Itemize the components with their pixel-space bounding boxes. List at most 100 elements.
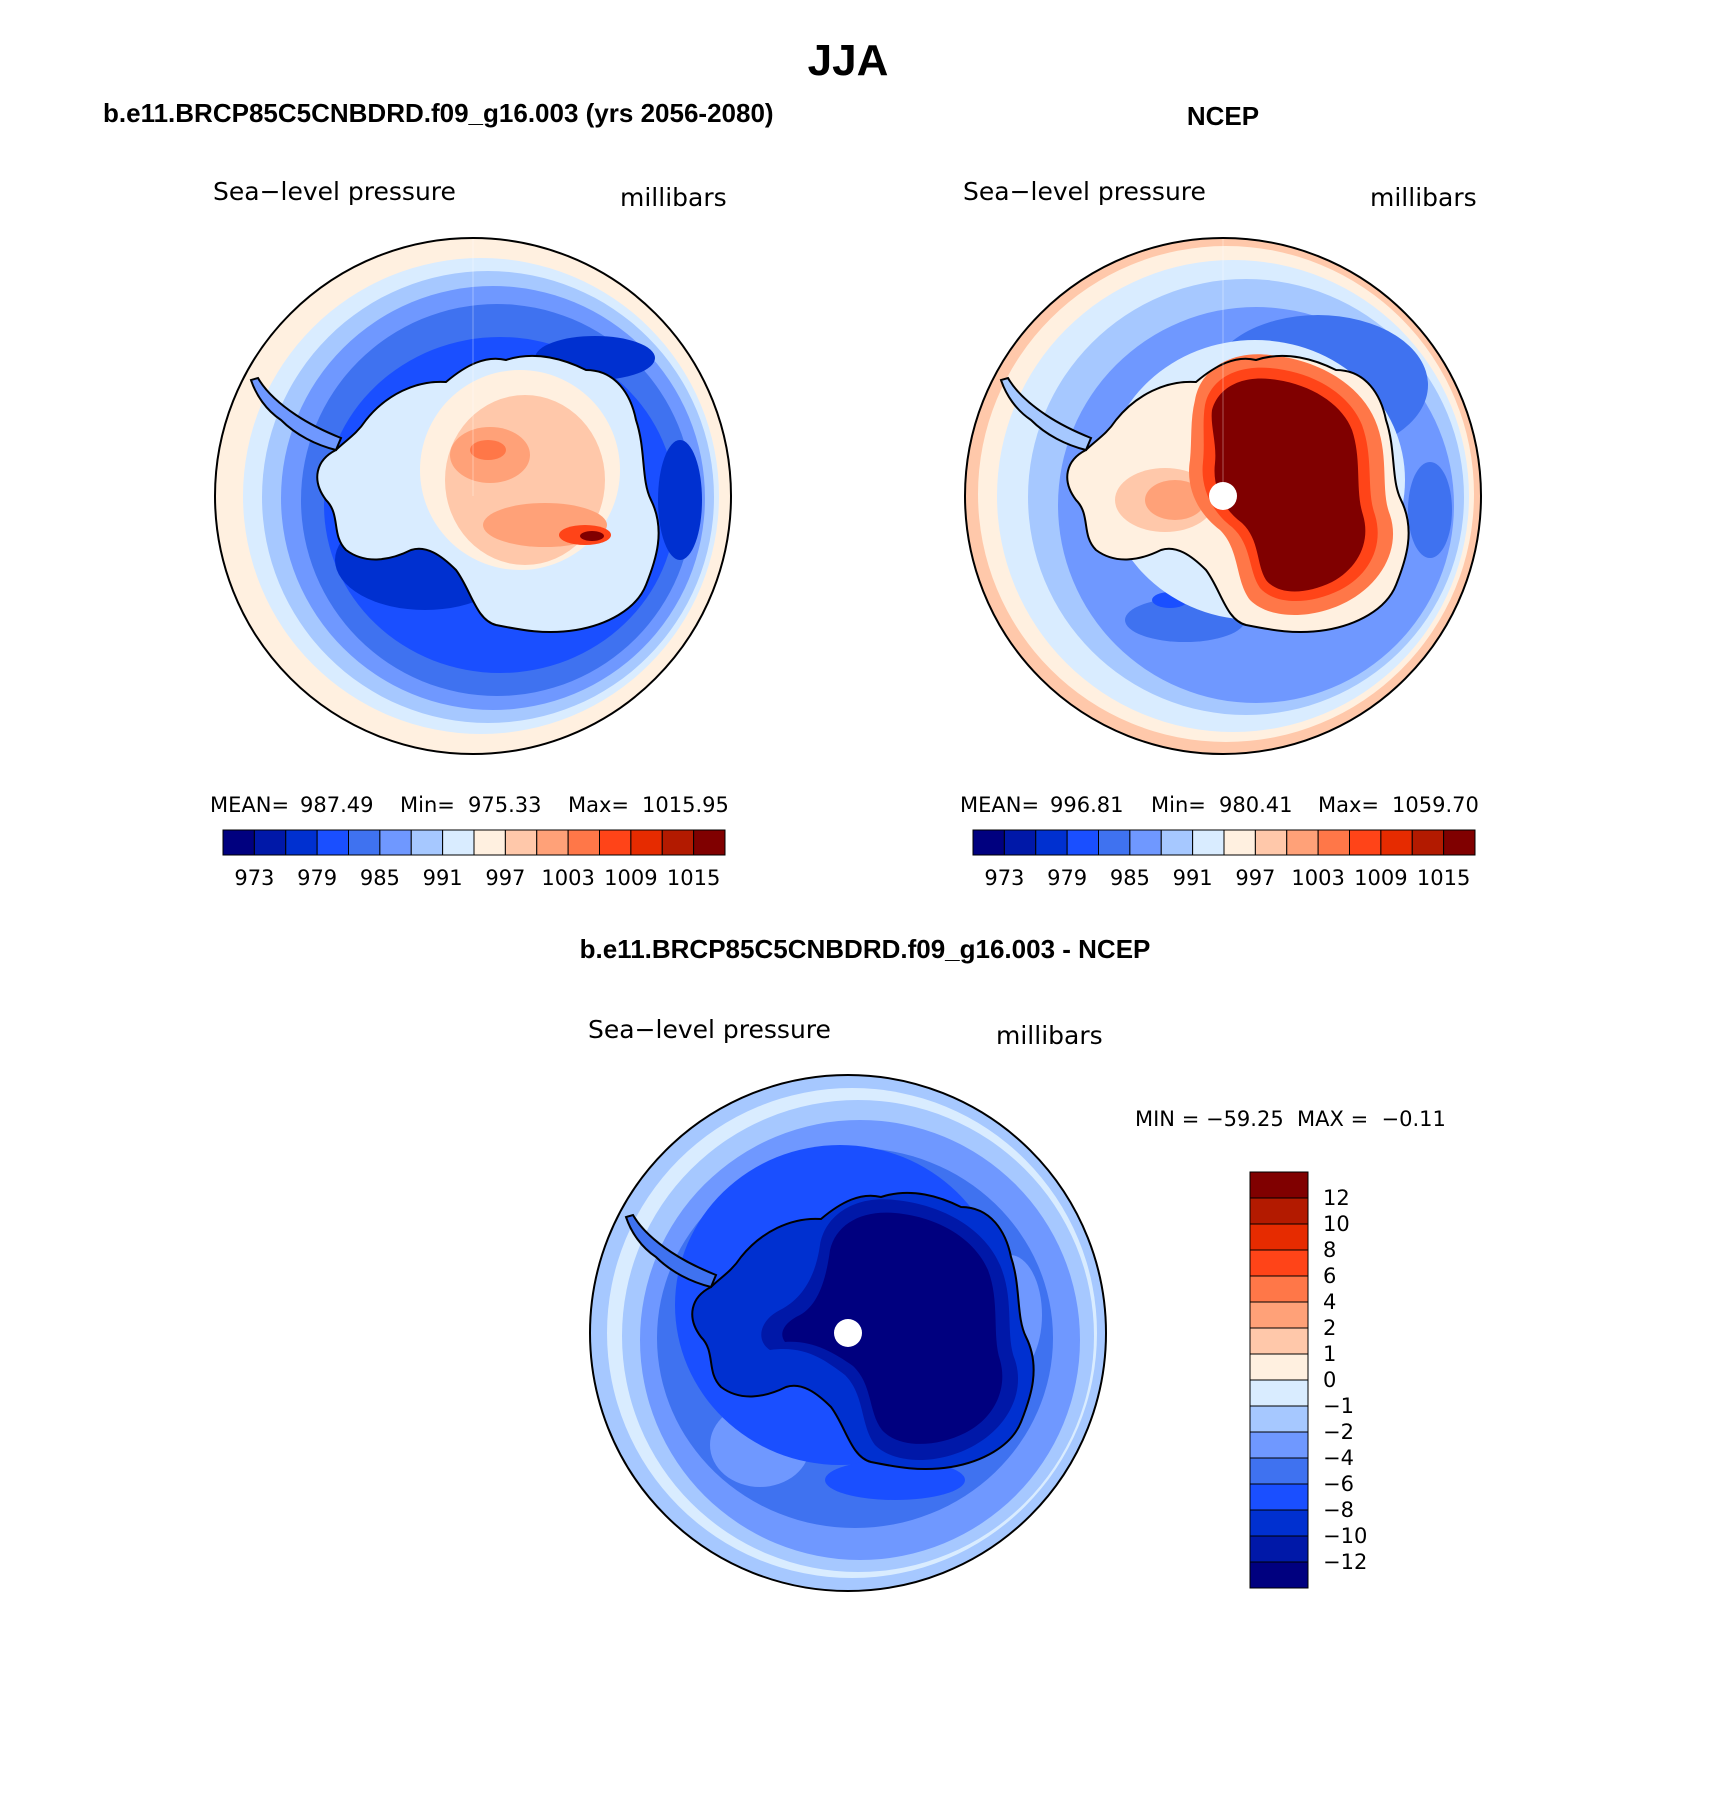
min-label-ncep: Min= [1151, 793, 1206, 817]
colorbar-swatch [661, 829, 695, 856]
colorbar-tick-label: 10 [1323, 1212, 1350, 1236]
colorbar-swatch [1249, 1223, 1309, 1251]
colorbar-swatch [599, 829, 632, 856]
min-label-model: Min= [400, 793, 455, 817]
colorbar-swatch [473, 829, 506, 856]
colorbar-swatch [1249, 1431, 1309, 1459]
mean-value-ncep: 996.81 [1050, 793, 1123, 817]
map-title-model: b.e11.BRCP85C5CNBDRD.f09_g16.003 (yrs 20… [103, 98, 774, 128]
max-value-model: 1015.95 [642, 793, 729, 817]
colorbar-tick-label: 0 [1323, 1368, 1336, 1392]
colorbar-swatch [1249, 1327, 1309, 1355]
colorbar-swatch [1249, 1483, 1309, 1511]
colorbar-tick-label: 985 [1110, 866, 1150, 890]
map-title-ncep: NCEP [1187, 101, 1259, 131]
colorbar-swatch [1249, 1275, 1309, 1303]
colorbar-swatch [1443, 829, 1476, 856]
colorbar-swatch [630, 829, 663, 856]
colorbar-swatch [536, 829, 569, 856]
colorbar-swatch [1249, 1379, 1309, 1407]
map-border-model [214, 237, 732, 755]
left-label-diff: Sea−level pressure [588, 1015, 831, 1044]
colorbar-swatch [1411, 829, 1445, 856]
min-value-ncep: 980.41 [1219, 793, 1292, 817]
colorbar-swatch [1192, 829, 1225, 856]
colorbar-tick-label: −6 [1323, 1472, 1354, 1496]
colorbar-swatch [1249, 1249, 1309, 1277]
colorbar-tick-label: 979 [1047, 866, 1087, 890]
colorbar-tick-label: 973 [234, 866, 274, 890]
colorbar-swatch [1098, 829, 1131, 856]
max-label-model: Max= [568, 793, 629, 817]
colorbar-model: 973 979 985 991 997 1003 1009 1015 [222, 829, 726, 890]
pole-dot-diff [834, 1319, 862, 1347]
colorbar-tick-label: 997 [485, 866, 525, 890]
right-label-diff: millibars [996, 1021, 1103, 1050]
left-label-model: Sea−level pressure [213, 177, 456, 206]
colorbar-swatch [1286, 829, 1319, 856]
mean-value-model: 987.49 [300, 793, 373, 817]
colorbar-tick-label: −2 [1323, 1420, 1354, 1444]
colorbar-swatch [972, 829, 1005, 856]
colorbar-swatch [442, 829, 475, 856]
colorbar-swatch [1249, 1301, 1309, 1329]
stats-model: MEAN= 987.49 Min= 975.33 Max= 1015.95 [210, 793, 729, 817]
colorbar-tick-label: 6 [1323, 1264, 1336, 1288]
colorbar-tick-label: −4 [1323, 1446, 1354, 1470]
map-title-diff: b.e11.BRCP85C5CNBDRD.f09_g16.003 - NCEP [580, 934, 1151, 964]
colorbar-swatch [1160, 829, 1194, 856]
colorbar-swatch [316, 829, 349, 856]
colorbar-tick-label: 973 [984, 866, 1024, 890]
colorbar-tick-label: 1003 [541, 866, 594, 890]
stats-ncep: MEAN= 996.81 Min= 980.41 Max= 1059.70 [960, 793, 1479, 817]
colorbar-tick-label: −10 [1323, 1524, 1367, 1548]
map-panel-ncep: NCEP Sea−level pressure millibars [960, 101, 1482, 890]
colorbar-swatch [222, 829, 255, 856]
colorbar-tick-label: −8 [1323, 1498, 1354, 1522]
polar-map-model [215, 238, 731, 754]
colorbar-tick-label: −1 [1323, 1394, 1354, 1418]
colorbar-swatch [1066, 829, 1099, 856]
colorbar-swatch [253, 829, 287, 856]
mean-label-ncep: MEAN= [960, 793, 1039, 817]
map-panel-diff: b.e11.BRCP85C5CNBDRD.f09_g16.003 - NCEP … [580, 934, 1446, 1592]
figure-title: JJA [808, 36, 889, 85]
colorbar-swatch [567, 829, 600, 856]
map-border-ncep [964, 237, 1482, 755]
colorbar-swatch [285, 829, 318, 856]
colorbar-swatch [1035, 829, 1068, 856]
range-text-diff: MIN = −59.25 MAX = −0.11 [1135, 1107, 1446, 1131]
colorbar-tick-label: 997 [1235, 866, 1275, 890]
colorbar-swatch [693, 829, 726, 856]
right-label-model: millibars [620, 183, 727, 212]
pole-dot-ncep [1209, 482, 1237, 510]
colorbar-tick-label: 8 [1323, 1238, 1336, 1262]
colorbar-tick-label: 979 [297, 866, 337, 890]
colorbar-swatch [1249, 1353, 1309, 1381]
colorbar-tick-label: 2 [1323, 1316, 1336, 1340]
colorbar-tick-label: 12 [1323, 1186, 1350, 1210]
colorbar-swatch [1249, 1171, 1309, 1199]
colorbar-swatch [1223, 829, 1256, 856]
colorbar-swatch [1249, 1457, 1309, 1485]
right-label-ncep: millibars [1370, 183, 1477, 212]
colorbar-tick-label: 1015 [1417, 866, 1470, 890]
colorbar-swatch [410, 829, 444, 856]
mean-label-model: MEAN= [210, 793, 289, 817]
colorbar-tick-label: 1009 [1354, 866, 1407, 890]
colorbar-swatch [1254, 829, 1288, 856]
colorbar-swatch [1249, 1405, 1309, 1433]
colorbar-tick-label: 991 [1173, 866, 1213, 890]
colorbar-swatch [1249, 1509, 1309, 1537]
max-label-ncep: Max= [1318, 793, 1379, 817]
colorbar-tick-label: 1015 [667, 866, 720, 890]
colorbar-tick-label: 4 [1323, 1290, 1336, 1314]
colorbar-swatch [379, 829, 412, 856]
colorbar-swatch [1249, 1561, 1309, 1589]
colorbar-tick-label: 1 [1323, 1342, 1336, 1366]
colorbar-swatch [504, 829, 538, 856]
max-value-ncep: 1059.70 [1392, 793, 1479, 817]
colorbar-tick-label: 985 [360, 866, 400, 890]
